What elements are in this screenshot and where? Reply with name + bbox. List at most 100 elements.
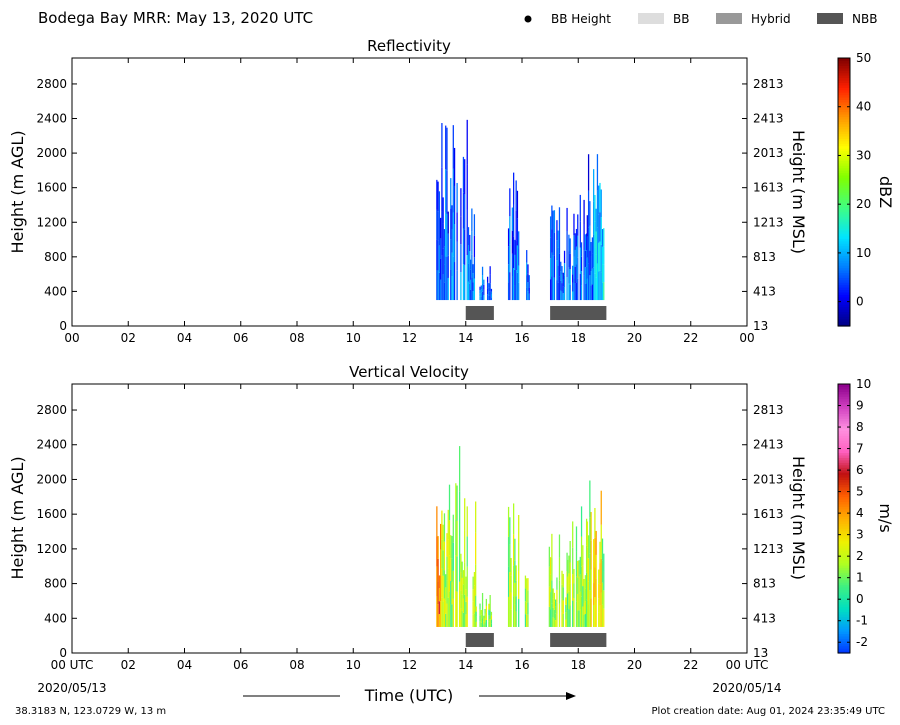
echo-cell [551,276,553,301]
echo-cell [437,211,439,241]
echo-cell [448,520,451,556]
echo-cell [601,560,604,583]
colorbar-segment [838,586,850,591]
colorbar-segment [838,316,850,320]
echo-cell [589,201,591,226]
echo-cell [472,601,474,615]
echo-cell [489,283,491,292]
echo-cell [509,517,511,545]
x-tick-label: 14 [458,331,473,345]
colorbar-segment [838,454,850,458]
echo-cell [578,576,580,594]
echo-cell [598,214,600,243]
echo-cell [514,582,516,605]
echo-cell [567,593,569,611]
echo-cell [527,264,529,274]
colorbar-tick-label: 3 [856,528,864,542]
echo-cell [480,289,482,293]
echo-cell [488,603,490,610]
colorbar-tick-label: 5 [856,485,864,499]
echo-cell [518,514,520,543]
echo-cell [465,576,467,590]
legend-bb-swatch [638,13,664,24]
colorbar-segment [838,513,850,517]
y-tick-label-right: 413 [753,284,776,298]
echo-cell [479,603,481,610]
echo-cell [510,557,512,576]
colorbar-segment [838,447,850,451]
colorbar-segment [838,582,850,586]
echo-cell [600,592,602,627]
echo-cell [558,230,561,254]
y-tick-label: 1200 [36,542,67,556]
echo-cell [598,598,600,613]
echo-cell [471,208,473,232]
echo-cell [485,598,487,606]
colorbar-segment [838,516,850,520]
colorbar-segment [838,162,850,166]
colorbar-segment [838,101,850,105]
nbb-bar [465,306,494,320]
nbb-bar [550,306,607,320]
echo-cell [509,599,511,627]
echo-cell [437,558,439,582]
echo-cell [585,233,588,251]
echo-cell [473,278,476,301]
echo-cell [595,254,597,278]
colorbar-segment [838,174,850,178]
echo-cell [585,545,588,573]
echo-cell [579,609,581,627]
echo-cell [583,578,585,591]
echo-cell [515,580,517,597]
colorbar-segment [838,260,850,264]
echo-cell [443,598,446,627]
colorbar-segment [838,410,850,414]
echo-cell [460,244,462,273]
echo-cell [488,283,490,288]
x-tick-label: 20 [627,658,642,672]
velocity-title: Vertical Velocity [349,363,469,381]
echo-cell [596,190,599,228]
echo-cell [593,605,595,627]
echo-cell [447,255,449,278]
y-tick-label: 400 [44,611,67,625]
colorbar-segment [838,128,850,132]
colorbar-segment [838,296,850,300]
colorbar-segment [838,269,850,273]
colorbar-segment [838,557,850,561]
echo-cell [483,284,485,290]
colorbar-segment [838,484,850,488]
colorbar-segment [838,199,850,203]
colorbar-segment [838,428,850,432]
echo-cell [452,570,454,599]
velocity-axes: 0 13 400 413 800 813 1200 1213 1600 1613 2000 2013 2… [36,384,784,672]
echo-cell [469,289,472,301]
colorbar-segment [838,638,850,642]
echo-cell [579,574,581,592]
colorbar-segment [838,255,850,259]
echo-cell [472,589,474,602]
echo-cell [558,253,561,277]
echo-cell [589,590,591,627]
echo-cell [507,282,510,301]
colorbar-segment [838,138,850,142]
x-tick-label: 18 [571,331,586,345]
echo-cell [586,600,588,627]
echo-cell [586,257,588,279]
echo-cell [587,581,590,605]
x-tick-label: 04 [177,658,192,672]
echo-cell [488,291,490,296]
echo-cell [593,539,595,562]
colorbar-segment [838,58,850,62]
echo-cell [451,276,453,301]
echo-cell [440,279,442,301]
echo-cell [591,237,594,254]
x-axis-label: Time (UTC) [364,686,453,705]
echo-cell [440,601,442,627]
colorbar-segment [838,84,850,88]
echo-cell [590,271,592,286]
echo-cell [441,123,443,168]
echo-cell [467,245,470,264]
colorbar-segment [838,440,850,444]
echo-cell [590,540,592,570]
